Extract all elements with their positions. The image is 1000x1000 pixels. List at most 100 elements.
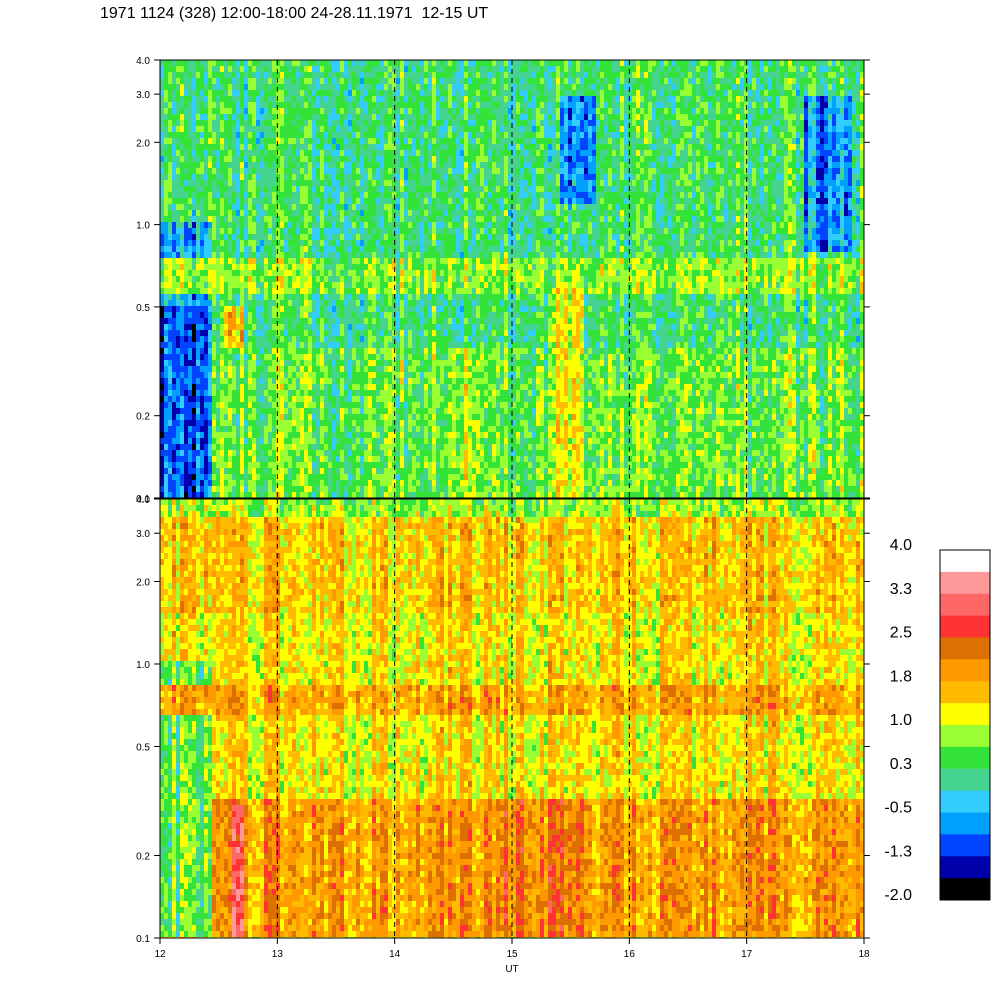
spectrogram-cell — [288, 120, 292, 126]
spectrogram-cell — [300, 462, 304, 468]
spectrogram-cell — [256, 234, 260, 240]
spectrogram-cell — [360, 204, 364, 210]
spectrogram-cell — [420, 114, 424, 120]
spectrogram-cell — [160, 78, 164, 84]
spectrogram-cell — [220, 198, 224, 204]
spectrogram-cell — [168, 360, 172, 366]
spectrogram-cell — [304, 72, 308, 78]
spectrogram-cell — [424, 354, 428, 360]
spectrogram-cell — [292, 474, 296, 480]
spectrogram-cell — [364, 282, 368, 288]
spectrogram-cell — [356, 336, 360, 342]
spectrogram-cell — [244, 216, 248, 222]
spectrogram-cell — [176, 288, 180, 294]
spectrogram-cell — [424, 72, 428, 78]
spectrogram-cell — [336, 450, 340, 456]
spectrogram-cell — [216, 186, 220, 192]
spectrogram-cell — [252, 444, 256, 450]
spectrogram-cell — [184, 240, 188, 246]
spectrogram-cell — [200, 144, 204, 150]
spectrogram-cell — [208, 108, 212, 114]
spectrogram-cell — [208, 174, 212, 180]
spectrogram-cell — [312, 402, 316, 408]
spectrogram-cell — [244, 354, 248, 360]
spectrogram-cell — [340, 414, 344, 420]
spectrogram-cell — [188, 198, 192, 204]
spectrogram-cell — [420, 144, 424, 150]
spectrogram-cell — [300, 468, 304, 474]
spectrogram-cell — [236, 114, 240, 120]
spectrogram-cell — [320, 210, 324, 216]
spectrogram-cell — [428, 414, 432, 420]
spectrogram-cell — [196, 288, 200, 294]
spectrogram-cell — [168, 150, 172, 156]
spectrogram-cell — [364, 174, 368, 180]
spectrogram-cell — [380, 276, 384, 282]
spectrogram-cell — [236, 426, 240, 432]
spectrogram-cell — [344, 402, 348, 408]
spectrogram-cell — [336, 210, 340, 216]
spectrogram-cell — [288, 360, 292, 366]
spectrogram-cell — [280, 96, 284, 102]
spectrogram-cell — [296, 174, 300, 180]
spectrogram-cell — [300, 456, 304, 462]
spectrogram-cell — [340, 468, 344, 474]
spectrogram-cell — [380, 456, 384, 462]
spectrogram-cell — [428, 330, 432, 336]
spectrogram-cell — [404, 420, 408, 426]
spectrogram-cell — [364, 480, 368, 486]
spectrogram-cell — [316, 144, 320, 150]
spectrogram-cell — [300, 96, 304, 102]
spectrogram-cell — [328, 198, 332, 204]
spectrogram-cell — [336, 474, 340, 480]
spectrogram-cell — [328, 288, 332, 294]
spectrogram-cell — [340, 444, 344, 450]
spectrogram-cell — [368, 270, 372, 276]
spectrogram-cell — [360, 312, 364, 318]
spectrogram-cell — [304, 90, 308, 96]
spectrogram-cell — [176, 264, 180, 270]
spectrogram-cell — [296, 306, 300, 312]
spectrogram-cell — [420, 324, 424, 330]
spectrogram-cell — [384, 198, 388, 204]
spectrogram-cell — [208, 366, 212, 372]
spectrogram-cell — [184, 114, 188, 120]
spectrogram-cell — [400, 300, 404, 306]
spectrogram-cell — [296, 162, 300, 168]
spectrogram-cell — [216, 246, 220, 252]
spectrogram-cell — [416, 258, 420, 264]
spectrogram-cell — [360, 66, 364, 72]
spectrogram-cell — [200, 306, 204, 312]
spectrogram-cell — [312, 198, 316, 204]
spectrogram-cell — [416, 90, 420, 96]
spectrogram-cell — [268, 378, 272, 384]
spectrogram-cell — [272, 150, 276, 156]
spectrogram-cell — [172, 288, 176, 294]
spectrogram-cell — [316, 300, 320, 306]
spectrogram-cell — [284, 156, 288, 162]
spectrogram-cell — [268, 306, 272, 312]
spectrogram-cell — [272, 204, 276, 210]
spectrogram-cell — [164, 96, 168, 102]
spectrogram-cell — [376, 198, 380, 204]
spectrogram-cell — [328, 348, 332, 354]
spectrogram-cell — [412, 330, 416, 336]
spectrogram-cell — [216, 252, 220, 258]
spectrogram-cell — [252, 360, 256, 366]
spectrogram-cell — [364, 336, 368, 342]
spectrogram-cell — [388, 420, 392, 426]
spectrogram-cell — [328, 132, 332, 138]
spectrogram-cell — [264, 126, 268, 132]
spectrogram-cell — [168, 210, 172, 216]
spectrogram-cell — [328, 72, 332, 78]
spectrogram-cell — [252, 132, 256, 138]
spectrogram-cell — [212, 408, 216, 414]
spectrogram-cell — [252, 366, 256, 372]
spectrogram-cell — [332, 186, 336, 192]
spectrogram-cell — [424, 180, 428, 186]
spectrogram-cell — [204, 186, 208, 192]
spectrogram-cell — [236, 108, 240, 114]
spectrogram-cell — [180, 216, 184, 222]
spectrogram-cell — [364, 198, 368, 204]
spectrogram-cell — [284, 72, 288, 78]
